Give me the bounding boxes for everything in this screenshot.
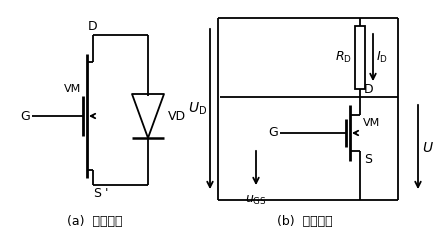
Text: D: D xyxy=(364,83,374,96)
Text: ': ' xyxy=(105,187,108,200)
Text: $u_{\mathrm{GS}}$: $u_{\mathrm{GS}}$ xyxy=(245,194,267,207)
Text: (b)  基本接法: (b) 基本接法 xyxy=(277,215,333,228)
Bar xyxy=(355,26,365,89)
Text: VM: VM xyxy=(64,84,81,94)
Text: $I_{\mathrm{D}}$: $I_{\mathrm{D}}$ xyxy=(376,50,388,65)
Text: $R_{\mathrm{D}}$: $R_{\mathrm{D}}$ xyxy=(335,50,352,65)
Text: VM: VM xyxy=(363,118,380,128)
Text: (a)  电气符号: (a) 电气符号 xyxy=(67,215,123,228)
Text: $U_{\mathrm{D}}$: $U_{\mathrm{D}}$ xyxy=(188,101,207,117)
Text: $U_{\mathrm{DS}}$: $U_{\mathrm{DS}}$ xyxy=(422,140,434,157)
Text: G: G xyxy=(268,127,278,140)
Text: S: S xyxy=(93,187,101,200)
Text: D: D xyxy=(88,20,98,33)
Text: G: G xyxy=(20,109,30,122)
Text: S: S xyxy=(364,153,372,166)
Text: VD: VD xyxy=(168,109,186,122)
